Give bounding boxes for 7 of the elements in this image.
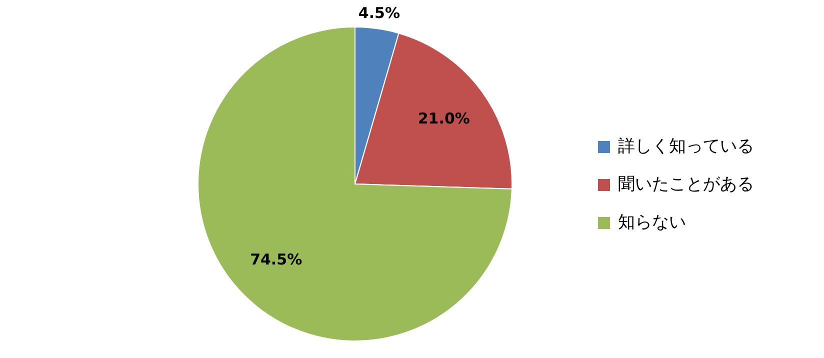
- pie-slice: [198, 26, 512, 342]
- legend-label: 詳しく知っている: [618, 136, 754, 157]
- legend-label: 聞いたことがある: [618, 174, 754, 195]
- data-label: 4.5%: [358, 4, 400, 22]
- legend-label: 知らない: [618, 212, 686, 233]
- data-label: 21.0%: [418, 109, 470, 128]
- data-label: 74.5%: [250, 250, 302, 269]
